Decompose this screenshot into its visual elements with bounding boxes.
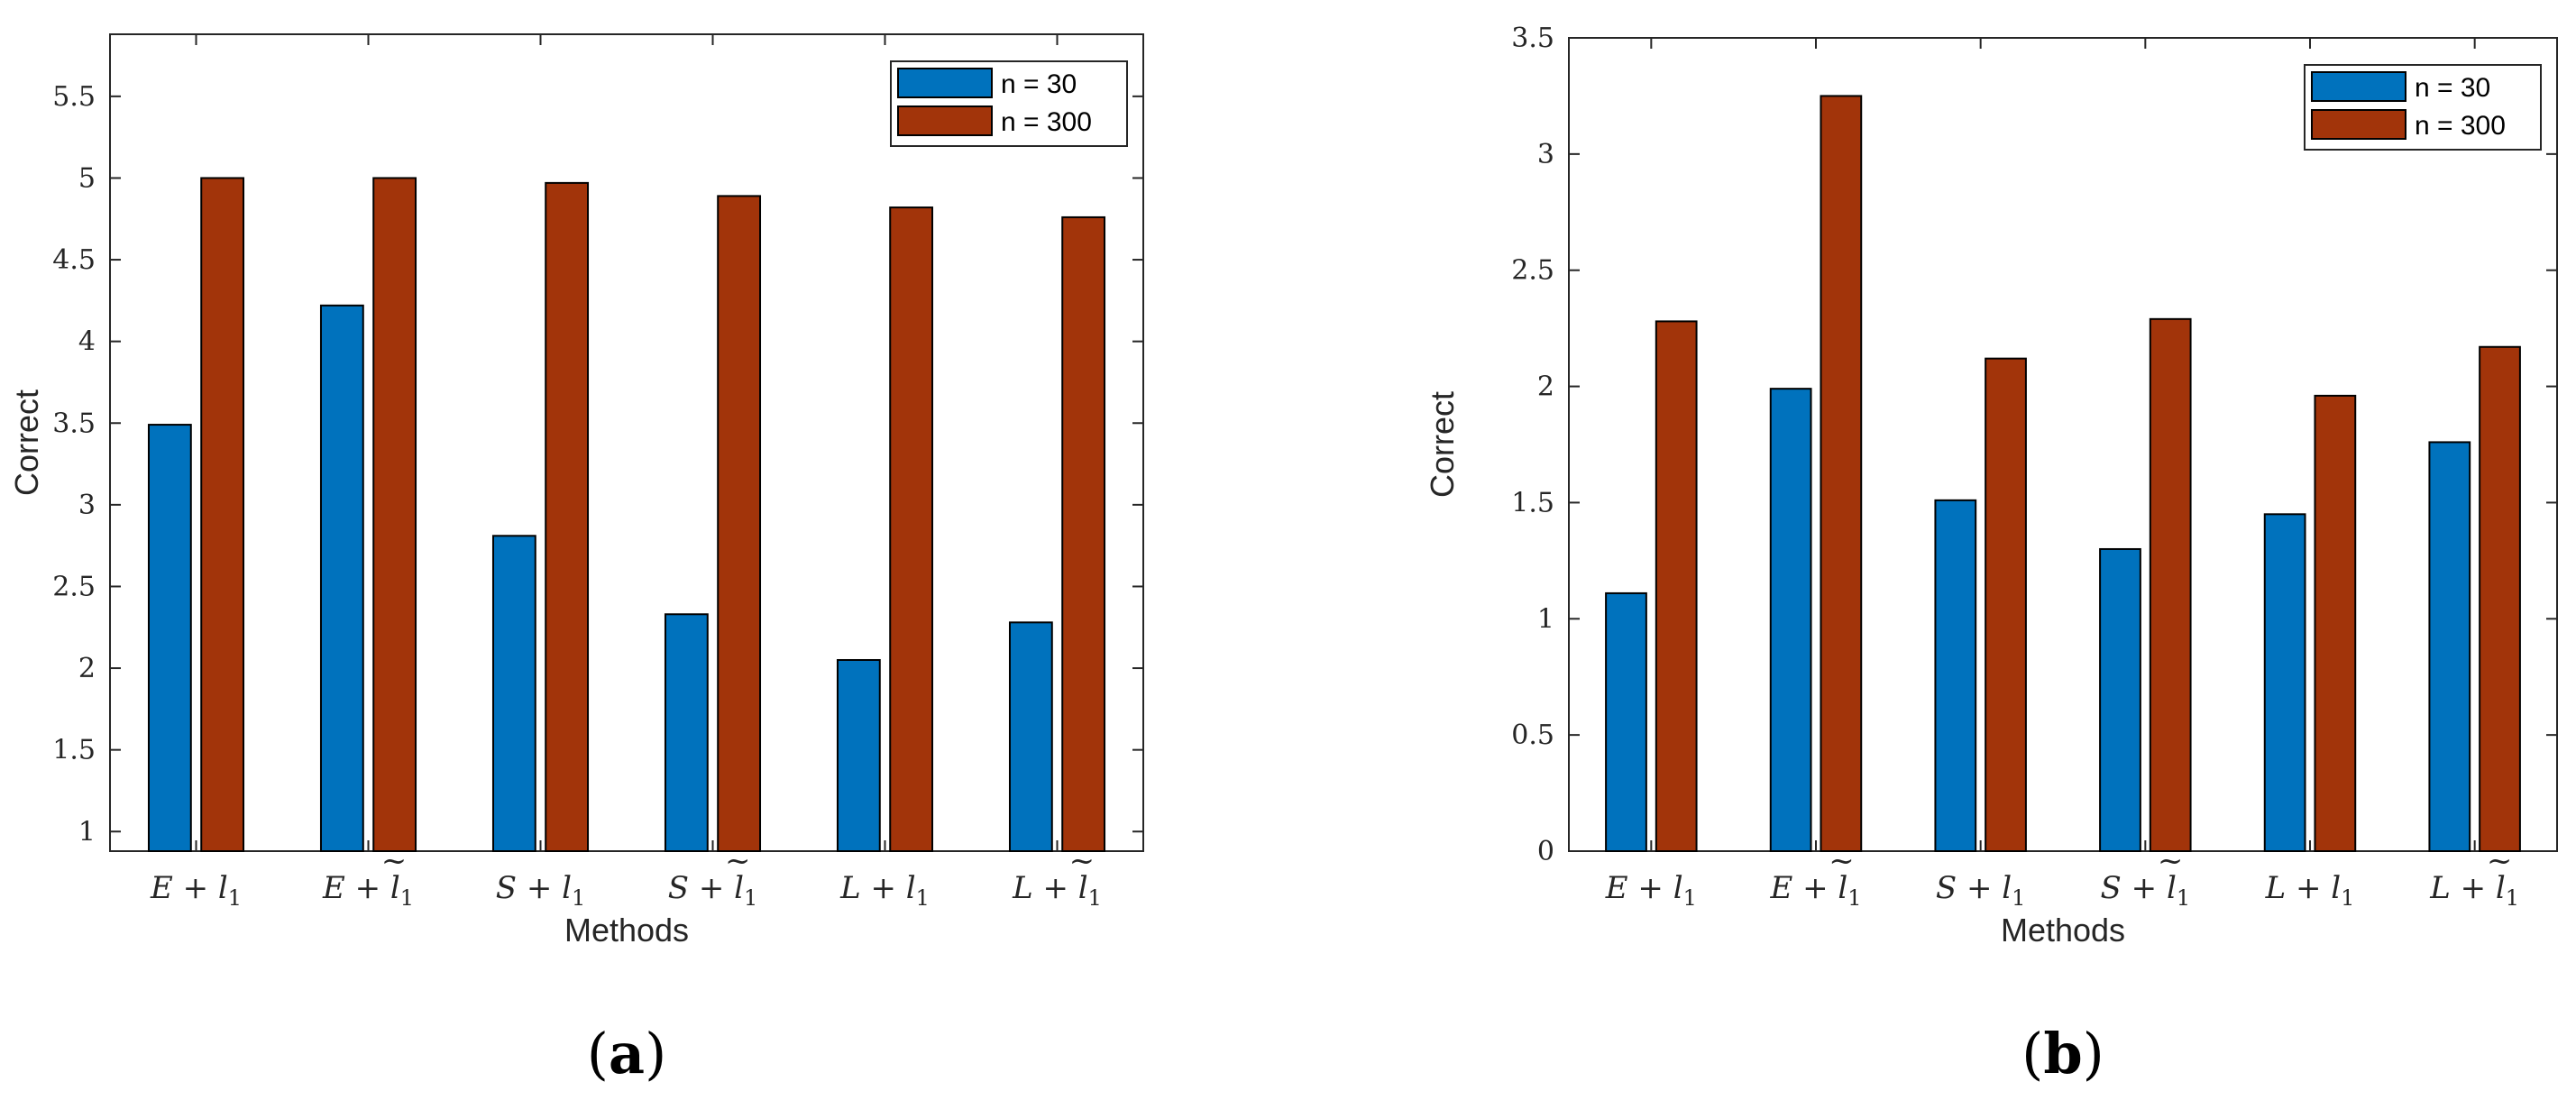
bar-n300-3	[2149, 317, 2192, 852]
y-tick-label: 4	[78, 326, 96, 358]
bar-n300-0	[1655, 320, 1698, 852]
tilde-accent: ~	[2487, 843, 2513, 879]
x-tick-label: S + l1	[496, 870, 586, 911]
bar-n30-0	[147, 424, 192, 852]
y-tick-label: 0	[1537, 836, 1554, 867]
x-tick-label: S + l1	[2101, 870, 2191, 911]
y-tick-label: 1	[1537, 603, 1554, 635]
bar-n30-4	[836, 658, 881, 852]
y-tick-label: 2	[1537, 371, 1554, 403]
x-tick-label: L + l1	[2429, 870, 2519, 911]
legend-label-n30: n = 30	[2415, 73, 2490, 103]
y-tick-label: 2.5	[52, 571, 96, 602]
y-tick-label: 5.5	[52, 81, 96, 113]
panel-label: (b)	[2021, 1021, 2104, 1086]
chart-panel-b: 00.511.522.533.5E + l1 E + l1~S + l1 S + l…	[1424, 23, 2558, 1086]
y-tick-label: 3	[1537, 139, 1554, 170]
bar-n300-4	[2314, 394, 2357, 852]
y-tick-label: 3.5	[1511, 23, 1554, 54]
y-tick-label: 3	[78, 490, 96, 521]
legend: n = 30 n = 300	[890, 60, 1128, 147]
tilde-accent: ~	[725, 843, 751, 879]
bar-n300-5	[1061, 215, 1106, 853]
bar-n30-5	[2428, 441, 2471, 852]
y-tick-label: 1.5	[1511, 487, 1554, 518]
y-tick-label: 5	[78, 162, 96, 194]
bar-n30-1	[319, 304, 364, 852]
bar-n300-2	[1985, 357, 2027, 853]
y-tick-label: 1	[78, 816, 96, 848]
x-tick-label: E + l1	[322, 870, 414, 911]
x-tick-label: L + l1	[1012, 870, 1102, 911]
tilde-accent: ~	[2158, 843, 2184, 879]
bar-n300-4	[889, 206, 934, 852]
panel-label: (a)	[587, 1021, 667, 1086]
bar-n30-2	[491, 535, 536, 852]
bar-n300-0	[200, 177, 245, 852]
x-tick-label: S + l1	[1936, 870, 2026, 911]
legend-swatch-n300	[897, 105, 993, 136]
x-tick-label: S + l1	[668, 870, 758, 911]
y-tick-label: 0.5	[1511, 720, 1554, 751]
bar-n300-5	[2479, 345, 2521, 852]
bar-n30-2	[1934, 499, 1977, 852]
legend-label-n30: n = 30	[1001, 69, 1077, 99]
legend-swatch-n30	[897, 68, 993, 98]
y-axis-label: Correct	[8, 390, 45, 496]
x-tick-label: E + l1	[1769, 870, 1861, 911]
bar-n30-1	[1769, 388, 1812, 852]
bar-n30-0	[1605, 591, 1647, 852]
legend-swatch-n30	[2311, 71, 2406, 102]
plot-area-frame	[109, 33, 1144, 852]
legend-swatch-n300	[2311, 109, 2406, 140]
y-tick-label: 2.5	[1511, 255, 1554, 287]
legend-label-n300: n = 300	[2415, 111, 2506, 141]
plot-area-frame	[1568, 37, 2558, 852]
bar-n300-1	[372, 177, 417, 852]
legend-label-n300: n = 300	[1001, 107, 1092, 137]
x-tick-label: L + l1	[839, 870, 930, 911]
y-tick-label: 4.5	[52, 244, 96, 276]
bar-n30-3	[664, 613, 709, 852]
y-tick-label: 2	[78, 653, 96, 684]
bar-n300-3	[717, 195, 762, 852]
y-axis-label: Correct	[1424, 391, 1461, 498]
x-axis-label: Methods	[564, 912, 689, 949]
x-tick-label: L + l1	[2265, 870, 2355, 911]
legend: n = 30 n = 300	[2304, 64, 2542, 151]
x-axis-label: Methods	[2001, 912, 2125, 949]
bar-n300-2	[545, 181, 590, 852]
bar-n30-3	[2099, 547, 2141, 852]
chart-panel-a: 11.522.533.544.555.5E + l1 E + l1~S + l1 S…	[8, 33, 1144, 1086]
y-tick-label: 3.5	[52, 408, 96, 439]
x-tick-label: E + l1	[150, 870, 242, 911]
tilde-accent: ~	[1829, 843, 1855, 879]
bar-n300-1	[1820, 95, 1863, 852]
tilde-accent: ~	[381, 843, 408, 879]
x-tick-label: E + l1	[1605, 870, 1697, 911]
bar-n30-5	[1008, 621, 1053, 852]
tilde-accent: ~	[1069, 843, 1095, 879]
y-tick-label: 1.5	[52, 735, 96, 766]
bar-n30-4	[2263, 513, 2306, 852]
